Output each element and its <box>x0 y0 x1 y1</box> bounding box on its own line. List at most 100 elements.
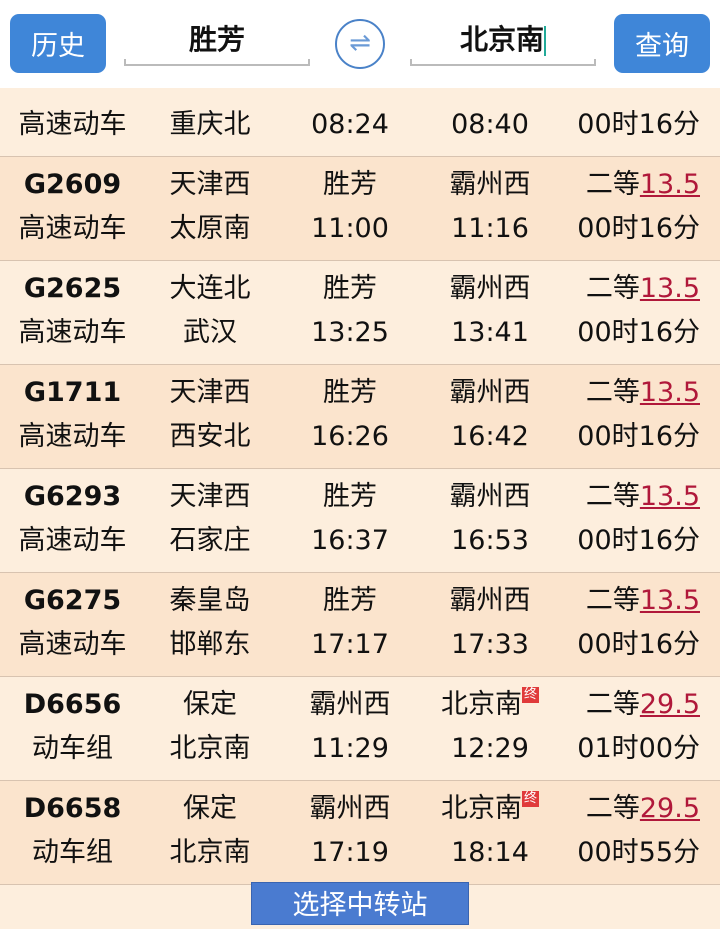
price-link[interactable]: 13.5 <box>639 377 700 408</box>
board-station: 胜芳 <box>323 377 377 408</box>
duration: 00时16分 <box>577 629 700 660</box>
text-caret <box>544 26 546 56</box>
alight-station-name: 霸州西 <box>449 585 531 616</box>
from-station-input[interactable]: 胜芳 <box>124 18 310 66</box>
depart-time: 08:24 <box>311 109 389 140</box>
from-station: 天津西 <box>169 377 251 408</box>
price-link[interactable]: 29.5 <box>639 689 700 720</box>
depart-time: 17:19 <box>311 837 389 868</box>
depart-time: 11:00 <box>311 213 389 244</box>
alight-station: 霸州西 <box>425 169 555 201</box>
from-station: 天津西 <box>169 169 251 200</box>
alight-station: 霸州西 <box>425 273 555 305</box>
depart-time: 13:25 <box>311 317 389 348</box>
seat-price: 二等13.5 <box>586 273 700 305</box>
seat-class: 二等 <box>585 793 640 824</box>
alight-station: 北京南终 <box>425 791 555 825</box>
arrive-time: 11:16 <box>451 213 529 244</box>
arrive-time: 18:14 <box>451 837 529 868</box>
train-type: 动车组 <box>32 837 113 868</box>
from-station: 保定 <box>183 689 237 720</box>
board-station: 霸州西 <box>309 793 391 824</box>
swap-arrows-icon[interactable]: ⇌ <box>335 19 385 69</box>
origin-station: 石家庄 <box>169 525 251 556</box>
train-type: 高速动车 <box>18 629 127 660</box>
train-row[interactable]: G1711 天津西 胜芳 霸州西 二等13.5 高速动车 西安北 16:26 1… <box>0 365 720 469</box>
seat-class: 二等 <box>585 585 640 616</box>
train-number: G6275 <box>23 585 122 616</box>
train-type: 高速动车 <box>18 525 127 556</box>
train-row[interactable]: G2625 大连北 胜芳 霸州西 二等13.5 高速动车 武汉 13:25 13… <box>0 261 720 365</box>
train-row[interactable]: G2609 天津西 胜芳 霸州西 二等13.5 高速动车 太原南 11:00 1… <box>0 157 720 261</box>
train-number: D6658 <box>23 793 122 824</box>
price-link[interactable]: 13.5 <box>639 169 700 200</box>
seat-class: 二等 <box>585 169 640 200</box>
search-header: 历史 胜芳 ⇌ 北京南 查询 <box>0 0 720 88</box>
depart-time: 11:29 <box>311 733 389 764</box>
select-transfer-station-button[interactable]: 选择中转站 <box>251 882 469 925</box>
train-row[interactable]: G6275 秦皇岛 胜芳 霸州西 二等13.5 高速动车 邯郸东 17:17 1… <box>0 573 720 677</box>
duration: 00时16分 <box>577 109 700 140</box>
origin-station: 太原南 <box>169 213 251 244</box>
seat-price: 二等29.5 <box>586 793 700 825</box>
depart-time: 17:17 <box>311 629 389 660</box>
duration: 00时16分 <box>577 213 700 244</box>
seat-class: 二等 <box>585 481 640 512</box>
alight-station-name: 霸州西 <box>449 169 531 200</box>
train-number: G2625 <box>23 273 122 304</box>
terminal-badge: 终 <box>521 687 539 703</box>
train-number: D6656 <box>23 689 122 720</box>
seat-price: 二等29.5 <box>586 689 700 721</box>
alight-station: 霸州西 <box>425 481 555 513</box>
duration: 00时55分 <box>577 837 700 868</box>
alight-station: 北京南终 <box>425 687 555 721</box>
arrive-time: 16:53 <box>451 525 529 556</box>
arrive-time: 08:40 <box>451 109 529 140</box>
seat-price: 二等13.5 <box>586 377 700 409</box>
train-row[interactable]: D6656 保定 霸州西 北京南终 二等29.5 动车组 北京南 11:29 1… <box>0 677 720 781</box>
board-station: 霸州西 <box>309 689 391 720</box>
board-station: 胜芳 <box>323 273 377 304</box>
origin-station: 西安北 <box>169 421 251 452</box>
duration: 00时16分 <box>577 525 700 556</box>
price-link[interactable]: 13.5 <box>639 481 700 512</box>
train-list: 高速动车 重庆北 08:24 08:40 00时16分 G2609 天津西 胜芳… <box>0 88 720 885</box>
arrive-time: 12:29 <box>451 733 529 764</box>
price-link[interactable]: 13.5 <box>639 273 700 304</box>
train-number: G6293 <box>23 481 122 512</box>
origin-station: 北京南 <box>169 733 251 764</box>
alight-station: 霸州西 <box>425 585 555 617</box>
train-number: G2609 <box>23 169 122 200</box>
origin-station: 邯郸东 <box>169 629 251 660</box>
from-station: 天津西 <box>169 481 251 512</box>
alight-station-name: 霸州西 <box>449 481 531 512</box>
board-station: 胜芳 <box>323 585 377 616</box>
train-type: 高速动车 <box>18 421 127 452</box>
search-button[interactable]: 查询 <box>614 14 710 73</box>
terminal-badge: 终 <box>521 791 539 807</box>
seat-class: 二等 <box>585 689 640 720</box>
price-link[interactable]: 29.5 <box>639 793 700 824</box>
duration: 00时16分 <box>577 421 700 452</box>
train-row[interactable]: D6658 保定 霸州西 北京南终 二等29.5 动车组 北京南 17:19 1… <box>0 781 720 885</box>
train-type: 高速动车 <box>18 109 127 140</box>
train-row-partial[interactable]: 高速动车 重庆北 08:24 08:40 00时16分 <box>0 88 720 157</box>
price-link[interactable]: 13.5 <box>639 585 700 616</box>
train-type: 高速动车 <box>18 213 127 244</box>
history-button[interactable]: 历史 <box>10 14 106 73</box>
from-station: 保定 <box>183 793 237 824</box>
alight-station-name: 北京南 <box>440 689 522 720</box>
arrive-time: 16:42 <box>451 421 529 452</box>
train-number: G1711 <box>23 377 122 408</box>
to-station-input[interactable]: 北京南 <box>410 18 596 66</box>
train-type: 高速动车 <box>18 317 127 348</box>
seat-class: 二等 <box>585 273 640 304</box>
seat-price: 二等13.5 <box>586 481 700 513</box>
duration: 00时16分 <box>577 317 700 348</box>
seat-class: 二等 <box>585 377 640 408</box>
board-station: 胜芳 <box>323 481 377 512</box>
train-row[interactable]: G6293 天津西 胜芳 霸州西 二等13.5 高速动车 石家庄 16:37 1… <box>0 469 720 573</box>
train-type: 动车组 <box>32 733 113 764</box>
origin-station: 武汉 <box>183 317 237 348</box>
from-station: 大连北 <box>169 273 251 304</box>
